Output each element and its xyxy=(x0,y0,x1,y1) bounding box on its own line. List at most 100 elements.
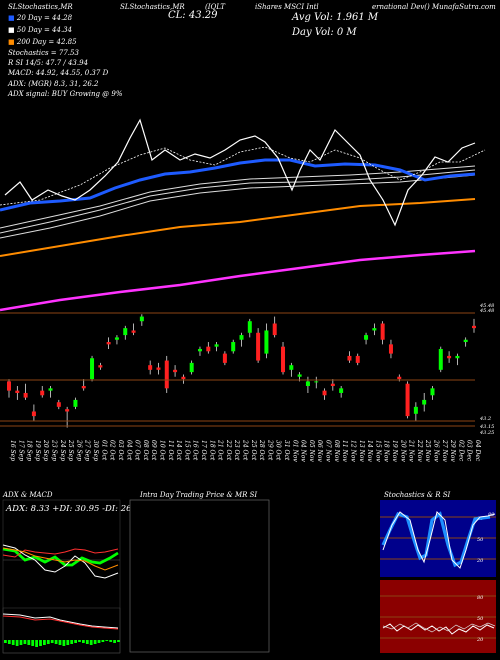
stoch-k-line xyxy=(381,511,491,568)
stoch-top-label: 80 xyxy=(488,512,495,518)
legend-adx-signal: ADX signal: BUY Growing @ 9% xyxy=(8,90,123,98)
x-tick-label: 04 Dec xyxy=(474,440,481,462)
candle xyxy=(123,328,128,336)
candle xyxy=(322,390,327,396)
adx-panel-frame xyxy=(2,499,121,654)
adx-minus-di-line xyxy=(2,548,119,558)
price-label-low2: 43.15 xyxy=(480,424,495,430)
avg-vol-label: Avg Vol: 1.961 M xyxy=(292,12,379,23)
x-tick-label: 20 Nov xyxy=(399,439,406,462)
macd-hist-bar xyxy=(23,640,27,644)
macd-hist-bar xyxy=(4,640,7,643)
x-tick-label: 01 Oct xyxy=(100,440,107,461)
x-tick-label: 04 Nov xyxy=(300,440,307,462)
stoch-overlay-line xyxy=(4,118,476,227)
candle xyxy=(247,321,252,333)
macd-hist-bar xyxy=(15,640,19,646)
x-tick-label: 07 Oct xyxy=(134,440,141,461)
candle xyxy=(156,367,161,370)
candle xyxy=(189,362,194,373)
header-title-short: SLStochastics,MR xyxy=(120,3,185,11)
candle xyxy=(222,353,227,363)
x-tick-label: 16 Sep xyxy=(9,440,16,461)
candle xyxy=(90,358,95,380)
x-tick-label: 18 Oct xyxy=(208,440,215,461)
macd-hist-bar xyxy=(43,640,46,645)
stoch-label-80: 80 xyxy=(477,516,484,522)
x-tick-label: 18 Sep xyxy=(26,440,33,461)
rsi-panel-bg xyxy=(380,580,496,653)
x-tick-label: 14 Nov xyxy=(366,440,373,462)
macd-hist-bar xyxy=(35,640,38,647)
x-tick-label: 27 Sep xyxy=(84,439,91,461)
macd-hist-bar xyxy=(89,640,93,645)
x-tick-label: 29 Oct xyxy=(266,439,273,461)
x-tick-label: 08 Oct xyxy=(142,440,149,461)
x-tick-label: 11 Oct xyxy=(167,440,174,461)
candle xyxy=(131,330,136,333)
legend-rsi: R SI 14/5: 47.7 / 43.94 xyxy=(8,59,89,67)
x-tick-label: 21 Oct xyxy=(217,439,224,461)
price-label-low3: 43.25 xyxy=(480,430,495,436)
candle xyxy=(181,376,186,380)
macd-hist-bar xyxy=(66,640,70,645)
x-tick-label: 07 Nov xyxy=(325,440,332,462)
macd-hist-bar xyxy=(11,640,15,645)
header-title-left: SLStochastics,MR xyxy=(8,3,73,11)
x-tick-label: 24 Sep xyxy=(59,439,66,461)
legend-adx: ADX: (MGR) 8.3, 31, 26.2 xyxy=(8,80,99,88)
x-tick-label: 03 Dec xyxy=(466,440,473,462)
ema200-line xyxy=(0,198,476,257)
macd-hist-bar xyxy=(19,640,23,645)
x-axis-labels: 16 Sep 17 Sep 18 Sep 19 Sep 20 Sep 23 Sep 24 S… xyxy=(9,439,481,462)
price-label-top: 45.48 xyxy=(480,303,495,309)
x-tick-label: 16 Oct xyxy=(192,440,199,461)
x-tick-label: 25 Oct xyxy=(250,439,257,461)
candle xyxy=(48,388,53,391)
x-tick-label: 25 Sep xyxy=(67,439,74,461)
candle xyxy=(438,348,443,370)
x-tick-label: 24 Oct xyxy=(242,439,249,461)
x-tick-label: 22 Nov xyxy=(416,439,423,462)
candle xyxy=(447,355,452,359)
candle xyxy=(388,344,393,354)
macd-hist-bar xyxy=(27,640,31,645)
legend-ema50: ■ 50 Day = 44.34 xyxy=(8,26,73,34)
candle xyxy=(281,346,286,373)
legend-ema20: ■ 20 Day = 44.28 xyxy=(8,14,73,22)
candle xyxy=(339,388,344,393)
candle xyxy=(73,399,78,407)
stoch-panel-bg xyxy=(380,500,496,577)
macd-hist-bar xyxy=(101,640,105,642)
x-tick-label: 20 Sep xyxy=(42,439,49,461)
header-ticker: (IQLT xyxy=(205,3,225,11)
macd-hist-bar xyxy=(70,640,74,644)
candle xyxy=(413,406,418,414)
ema50-line-c xyxy=(0,165,476,229)
candle xyxy=(256,332,261,361)
rsi-overlay-line xyxy=(0,146,486,206)
candle xyxy=(422,399,427,405)
stoch-panel-title: Stochastics & R SI xyxy=(384,491,451,499)
x-tick-label: 30 Oct xyxy=(275,440,282,461)
x-tick-label: 23 Oct xyxy=(233,439,240,461)
candle xyxy=(56,402,61,407)
candle xyxy=(272,323,277,336)
candle xyxy=(405,383,410,417)
candle xyxy=(314,381,319,383)
candle xyxy=(98,365,103,368)
candle xyxy=(15,390,20,393)
macd-hist-bar xyxy=(113,640,116,643)
rsi-label-80: 80 xyxy=(477,595,484,601)
candle xyxy=(148,365,153,370)
candle xyxy=(372,328,377,331)
candle xyxy=(164,360,169,389)
close-label: CL: 43.29 xyxy=(168,10,218,21)
candle xyxy=(380,323,385,340)
x-tick-label: 29 Nov xyxy=(449,439,456,462)
x-tick-label: 17 Oct xyxy=(200,440,207,461)
x-tick-label: 05 Nov xyxy=(308,440,315,462)
x-tick-label: 01 Nov xyxy=(291,440,298,462)
macd-hist-bar xyxy=(78,640,81,642)
adx-values-text: ADX: 8.33 +DI: 30.95 -DI: 26.19 xyxy=(5,504,146,514)
